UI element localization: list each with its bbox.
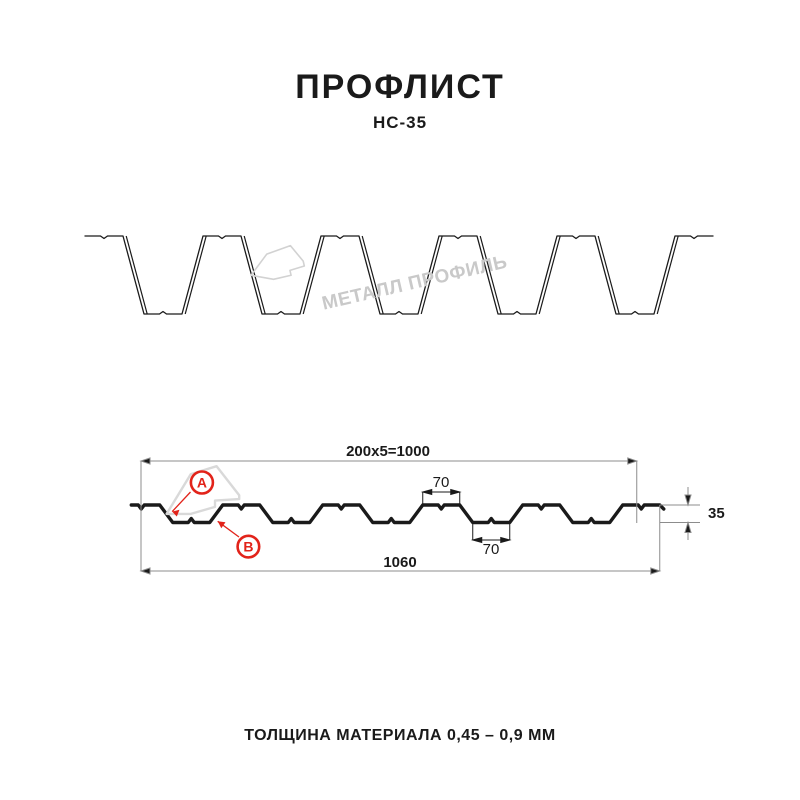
svg-text:35: 35 [708, 505, 725, 522]
svg-text:1060: 1060 [383, 554, 416, 571]
svg-text:A: A [197, 475, 207, 491]
svg-text:70: 70 [483, 541, 500, 558]
svg-text:МЕТАЛЛ ПРОФИЛЬ: МЕТАЛЛ ПРОФИЛЬ [320, 252, 509, 315]
svg-text:200x5=1000: 200x5=1000 [346, 443, 430, 460]
svg-text:B: B [243, 539, 253, 555]
svg-text:70: 70 [433, 474, 450, 491]
